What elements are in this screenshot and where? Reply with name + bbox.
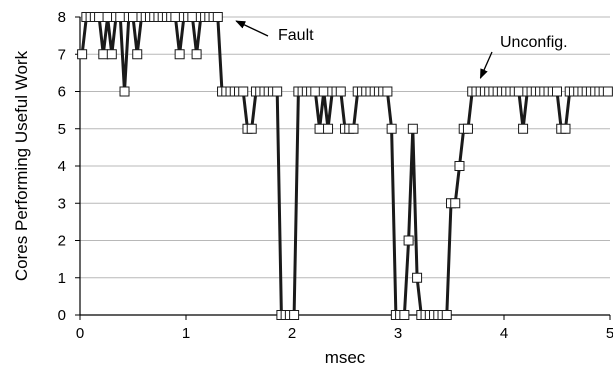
data-point <box>187 12 198 22</box>
y-tick-label: 6 <box>58 84 66 101</box>
data-point <box>441 310 452 320</box>
data-point <box>115 12 126 22</box>
x-tick-label: 3 <box>394 325 402 342</box>
data-point <box>174 49 185 60</box>
data-point <box>602 86 613 97</box>
data-point <box>323 123 334 134</box>
y-tick-label: 1 <box>58 270 66 287</box>
data-point <box>106 49 117 60</box>
data-point <box>335 86 346 97</box>
fault-label: Fault <box>278 27 314 44</box>
x-tick-label: 0 <box>76 325 84 342</box>
x-axis-label: msec <box>325 348 366 367</box>
data-point <box>560 123 571 134</box>
series-group <box>77 12 613 320</box>
data-point <box>310 86 321 97</box>
y-tick-labels: 0 1 2 3 4 5 6 7 8 <box>58 9 66 324</box>
data-point <box>318 86 329 97</box>
y-axis-label: Cores Performing Useful Work <box>12 50 31 281</box>
data-point <box>170 12 181 22</box>
data-point <box>348 123 359 134</box>
data-point <box>191 49 202 60</box>
data-point <box>407 123 418 134</box>
data-point <box>128 12 138 22</box>
x-tick-labels: 0 1 2 3 4 5 <box>76 325 613 342</box>
data-point <box>412 272 423 283</box>
x-tick-label: 5 <box>606 325 613 342</box>
unconfig-arrow <box>479 51 493 79</box>
data-point <box>450 198 461 209</box>
x-tick-label: 1 <box>182 325 190 342</box>
annotations: Fault Unconfig. <box>235 20 568 79</box>
data-point <box>119 86 130 97</box>
unconfig-label: Unconfig. <box>500 34 568 51</box>
data-point <box>552 86 562 97</box>
data-point <box>98 49 109 60</box>
data-point <box>289 310 300 320</box>
data-point <box>212 12 223 22</box>
data-point <box>314 123 325 134</box>
y-tick-label: 4 <box>58 158 66 175</box>
data-point <box>272 86 283 97</box>
data-point <box>382 86 393 97</box>
gridlines <box>80 16 610 279</box>
x-tick-label: 4 <box>500 325 508 342</box>
fault-arrow <box>235 20 269 37</box>
x-tick-label: 2 <box>288 325 296 342</box>
y-tick-label: 5 <box>58 121 66 138</box>
data-point <box>102 12 113 22</box>
data-point <box>399 310 410 320</box>
y-tick-label: 0 <box>58 307 66 324</box>
data-point <box>462 123 473 134</box>
y-tick-label: 8 <box>58 9 66 26</box>
axes <box>75 16 611 320</box>
data-point <box>77 49 88 60</box>
data-point <box>94 12 105 22</box>
y-tick-label: 7 <box>58 46 66 63</box>
data-point <box>246 123 257 134</box>
data-point <box>238 86 249 97</box>
data-point <box>132 49 143 60</box>
y-tick-label: 2 <box>58 233 66 250</box>
data-point <box>403 235 414 246</box>
data-point <box>513 86 524 97</box>
data-point <box>518 123 529 134</box>
data-point <box>454 161 465 171</box>
y-tick-label: 3 <box>58 195 66 212</box>
data-point <box>386 123 397 134</box>
